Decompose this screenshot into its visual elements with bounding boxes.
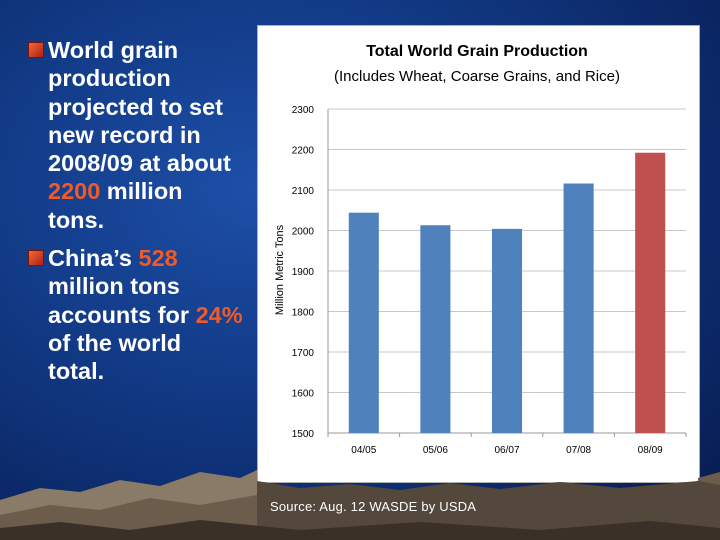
bullet2-highlight-percent: 24% [195, 301, 243, 328]
bullet2-text-a: China’s [48, 245, 139, 272]
y-tick-label: 2000 [292, 227, 315, 238]
y-tick-label: 1800 [292, 308, 315, 319]
y-tick-label: 1700 [292, 348, 315, 359]
y-tick-label: 1900 [292, 267, 315, 278]
x-tick-label: 05/06 [423, 445, 448, 456]
bullet1-text-b: million tons. [48, 178, 183, 233]
x-tick-label: 04/05 [351, 445, 376, 456]
y-tick-label: 1600 [292, 389, 315, 400]
bar-06-07 [491, 228, 523, 433]
bullet1-highlight: 2200 [48, 178, 101, 205]
x-tick-label: 08/09 [638, 445, 663, 456]
y-tick-label: 2100 [292, 186, 315, 197]
source-note: Source: Aug. 12 WASDE by USDA [270, 499, 477, 514]
x-tick-label: 06/07 [494, 445, 519, 456]
bullet-list: World grain production projected to set … [28, 36, 243, 396]
bar-08-09 [635, 152, 666, 433]
bar-07-08 [563, 183, 594, 433]
y-tick-label: 1500 [292, 429, 315, 440]
y-axis-label: Million Metric Tons [274, 224, 286, 315]
bullet-world-production: World grain production projected to set … [28, 36, 243, 234]
chart-subtitle: (Includes Wheat, Coarse Grains, and Rice… [334, 68, 620, 85]
bullet1-text-a: World grain production projected to set … [48, 37, 231, 177]
bar-05-06 [420, 225, 451, 433]
chart-panel: Total World Grain Production (Includes W… [257, 25, 700, 483]
bar-04-05 [348, 212, 379, 433]
bullet-marker-icon [28, 250, 44, 267]
y-tick-label: 2200 [292, 146, 315, 157]
bullet2-text-c: of the world total. [48, 329, 182, 385]
plot-area: 1500 1600 1700 1800 1900 2000 2100 2200 2300 04/0… [292, 105, 687, 456]
chart-title: Total World Grain Production [366, 43, 588, 60]
x-tick-label: 07/08 [566, 445, 591, 456]
y-tick-label: 2300 [292, 105, 315, 116]
bullet-china-share: China’s 528 million tons accounts for 24… [28, 244, 243, 385]
bullet2-text-b: million tons accounts for [48, 273, 196, 328]
bullet-marker-icon [28, 42, 44, 58]
grain-production-chart: Total World Grain Production (Includes W… [274, 43, 687, 456]
bullet2-highlight-tons: 528 [138, 245, 178, 272]
